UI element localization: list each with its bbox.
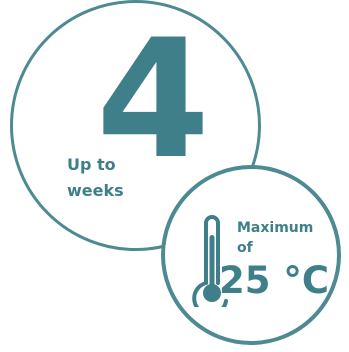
duration-label-line1: Up to <box>66 155 117 174</box>
thermometer-icon <box>192 215 228 307</box>
duration-label-line2: weeks <box>66 181 125 200</box>
temperature-label-line2: of <box>237 240 253 256</box>
temperature-value: 25 °C <box>219 259 330 302</box>
temperature-circle <box>161 165 341 345</box>
temperature-label-line1: Maximum <box>237 220 314 236</box>
duration-number: 4 <box>96 4 211 195</box>
